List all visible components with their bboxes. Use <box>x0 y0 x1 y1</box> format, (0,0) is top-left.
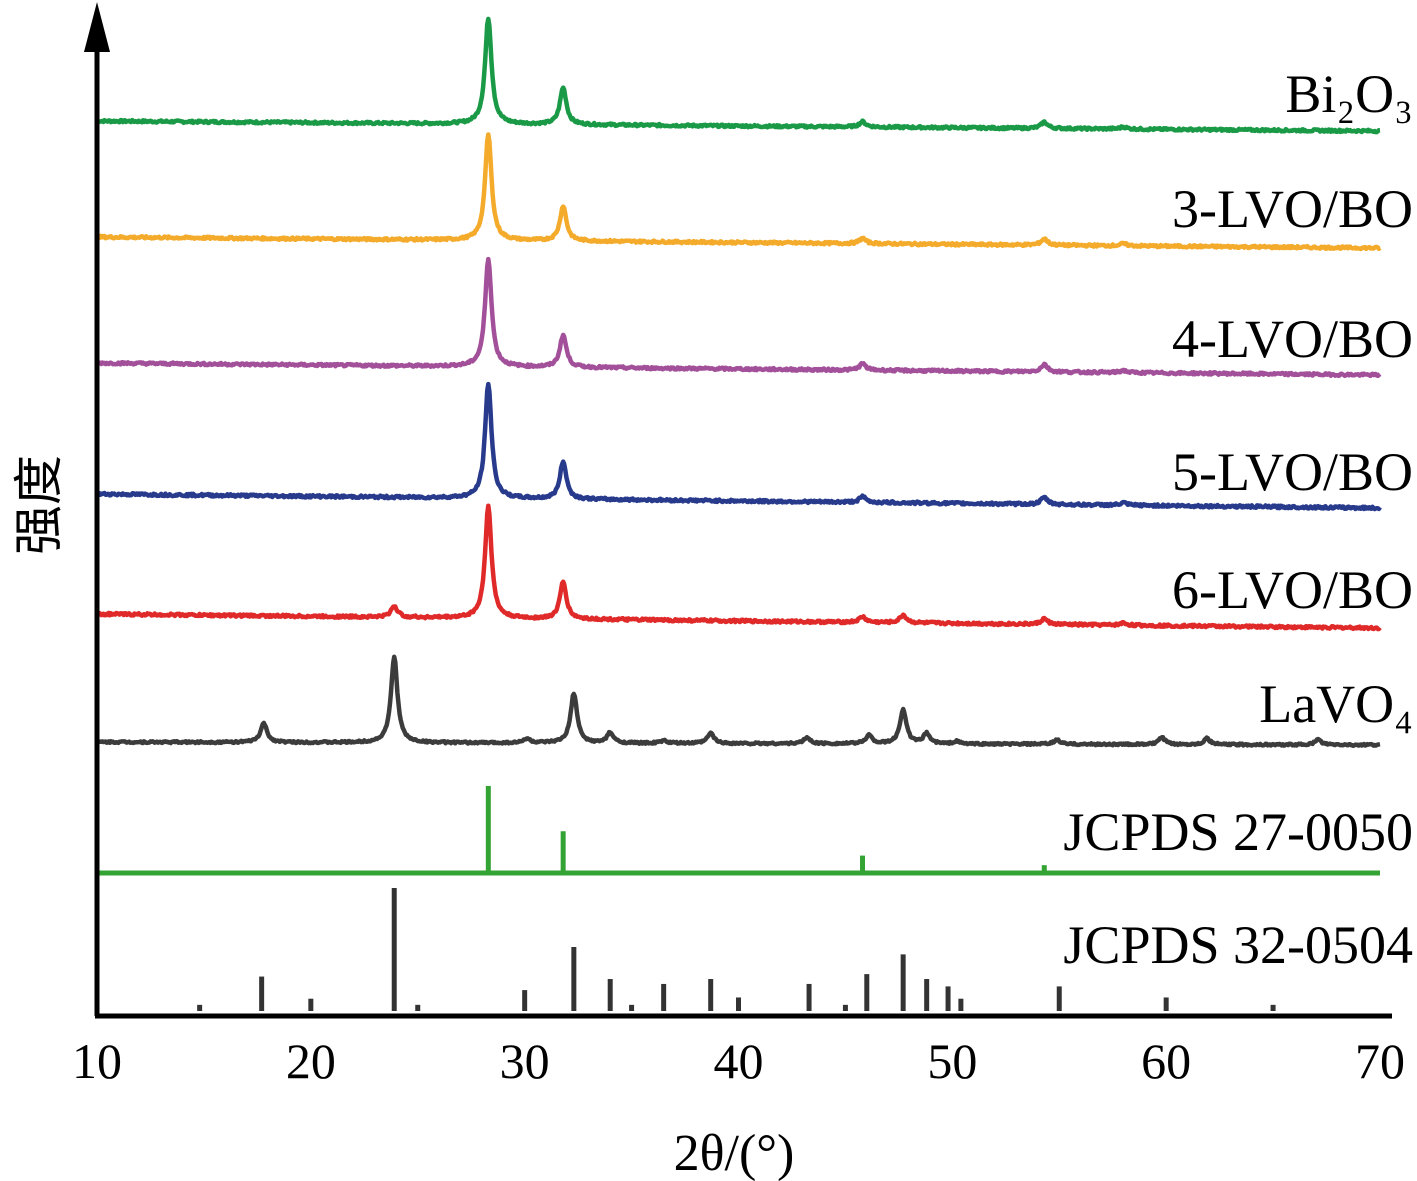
series-line-4-lvo-bo <box>95 256 1382 379</box>
y-axis-arrow <box>84 2 110 52</box>
series-line-5-lvo-bo <box>95 381 1382 512</box>
x-tick-labels: 10 20 30 40 50 60 70 <box>72 1033 1405 1089</box>
x-tick-label-70: 70 <box>1355 1033 1405 1089</box>
series-label-bi-o: Bi₂O₃ <box>1285 64 1413 124</box>
series-line-lavo <box>95 654 1382 749</box>
axes-group <box>84 2 1392 1019</box>
x-tick-label-40: 40 <box>714 1033 764 1089</box>
reference-patterns-group <box>97 786 1380 1011</box>
series-label-4-lvo-bo: 4-LVO/BO <box>1172 309 1413 369</box>
reference-label-jcpds-32-0504: JCPDS 32-0504 <box>1063 915 1413 975</box>
x-tick-label-60: 60 <box>1141 1033 1191 1089</box>
series-labels-group: Bi₂O₃ 3-LVO/BO 4-LVO/BO 5-LVO/BO 6-LVO/BO LaV… <box>1063 64 1413 975</box>
x-tick-label-50: 50 <box>927 1033 977 1089</box>
reference-label-jcpds-27-0050: JCPDS 27-0050 <box>1063 802 1413 862</box>
traces-group <box>95 16 1382 749</box>
series-line-6-lvo-bo <box>95 503 1382 632</box>
series-label-3-lvo-bo: 3-LVO/BO <box>1172 179 1413 239</box>
series-label-5-lvo-bo: 5-LVO/BO <box>1172 442 1413 502</box>
series-label-6-lvo-bo: 6-LVO/BO <box>1172 560 1413 620</box>
x-tick-label-10: 10 <box>72 1033 122 1089</box>
series-label-lavo: LaVO₄ <box>1259 674 1413 734</box>
x-axis-label: 2θ/(°) <box>674 1125 795 1181</box>
y-axis-label: 强度 <box>10 455 68 555</box>
x-tick-label-20: 20 <box>286 1033 336 1089</box>
series-line-3-lvo-bo <box>95 132 1382 252</box>
x-tick-label-30: 30 <box>500 1033 550 1089</box>
series-line-bi-o <box>95 16 1382 135</box>
